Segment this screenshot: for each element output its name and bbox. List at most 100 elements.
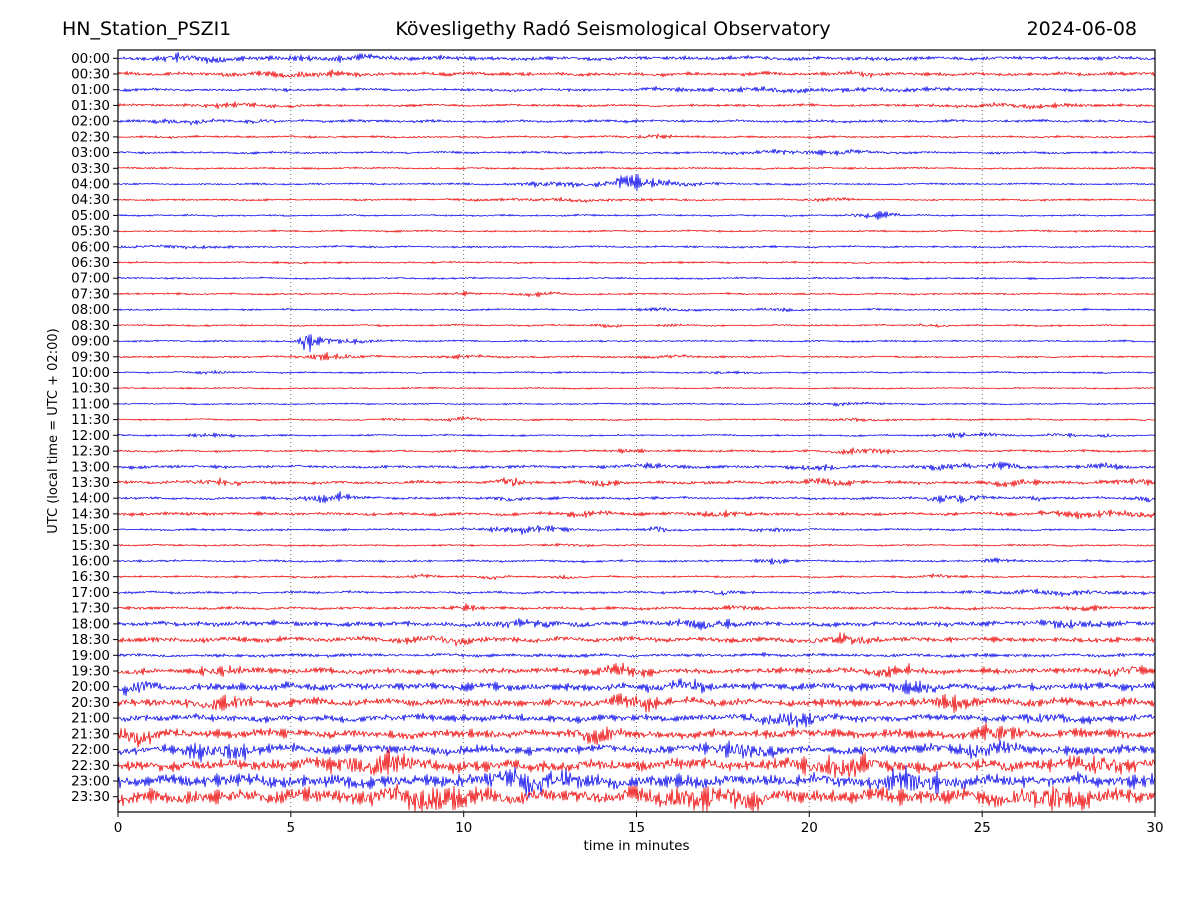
- date-label: 2024-06-08: [1026, 18, 1137, 40]
- y-tick-label-12:00: 12:00: [71, 428, 110, 444]
- trace-07:30: [117, 290, 1156, 298]
- trace-09:30: [117, 351, 1156, 361]
- trace-00:30: [117, 69, 1156, 79]
- y-tick-label-02:00: 02:00: [71, 114, 110, 130]
- y-tick-label-08:00: 08:00: [71, 302, 110, 318]
- trace-02:30: [117, 133, 1156, 139]
- y-tick-label-13:30: 13:30: [71, 475, 110, 491]
- y-tick-label-12:30: 12:30: [71, 444, 110, 460]
- y-tick-label-14:30: 14:30: [71, 506, 110, 522]
- y-tick-label-01:30: 01:30: [71, 98, 110, 114]
- x-tick-label-20: 20: [801, 820, 818, 836]
- trace-12:30: [117, 447, 1156, 456]
- trace-11:00: [117, 401, 1156, 407]
- y-tick-label-23:30: 23:30: [71, 789, 110, 805]
- trace-14:30: [117, 509, 1156, 520]
- y-tick-label-16:00: 16:00: [71, 554, 110, 570]
- x-tick-label-30: 30: [1146, 820, 1163, 836]
- y-tick-label-14:00: 14:00: [71, 491, 110, 507]
- trace-01:00: [117, 85, 1156, 94]
- y-tick-label-23:00: 23:00: [71, 774, 110, 790]
- trace-15:00: [117, 525, 1156, 535]
- trace-22:00: [117, 739, 1156, 763]
- y-tick-label-21:30: 21:30: [71, 726, 110, 742]
- trace-03:30: [117, 166, 1156, 171]
- trace-23:00: [117, 765, 1156, 799]
- trace-06:00: [117, 244, 1156, 250]
- trace-21:00: [117, 712, 1156, 728]
- x-tick-label-10: 10: [455, 820, 472, 836]
- y-tick-label-15:30: 15:30: [71, 538, 110, 554]
- trace-04:30: [117, 196, 1156, 203]
- x-tick-label-0: 0: [114, 820, 123, 836]
- observatory-title: Kövesligethy Radó Seismological Observat…: [395, 18, 831, 40]
- trace-15:30: [117, 543, 1156, 548]
- trace-08:00: [118, 307, 1156, 313]
- trace-22:30: [117, 747, 1156, 779]
- y-tick-label-19:30: 19:30: [71, 664, 110, 680]
- trace-16:30: [117, 573, 1156, 581]
- trace-14:00: [117, 491, 1156, 504]
- trace-09:00: [117, 334, 1156, 353]
- y-tick-label-06:00: 06:00: [71, 239, 110, 255]
- station-title: HN_Station_PSZI1: [62, 18, 232, 40]
- y-tick-label-08:30: 08:30: [71, 318, 110, 334]
- trace-08:30: [117, 323, 1156, 328]
- y-axis-label: UTC (local time = UTC + 02:00): [46, 328, 61, 533]
- y-tick-label-10:30: 10:30: [71, 381, 110, 397]
- trace-02:00: [117, 118, 1155, 126]
- trace-07:00: [117, 276, 1156, 281]
- trace-13:30: [117, 477, 1156, 488]
- trace-20:30: [117, 693, 1156, 714]
- y-tick-label-03:00: 03:00: [71, 145, 110, 161]
- y-tick-label-20:30: 20:30: [71, 695, 110, 711]
- y-tick-label-03:30: 03:30: [71, 161, 110, 177]
- y-tick-label-11:00: 11:00: [71, 396, 110, 412]
- y-tick-label-11:30: 11:30: [71, 412, 110, 428]
- y-tick-label-18:30: 18:30: [71, 632, 110, 648]
- trace-04:00: [117, 174, 1156, 191]
- y-tick-label-00:30: 00:30: [71, 67, 110, 83]
- trace-19:00: [117, 652, 1156, 659]
- x-tick-label-25: 25: [974, 820, 991, 836]
- y-tick-label-21:00: 21:00: [71, 711, 110, 727]
- trace-11:30: [117, 415, 1156, 422]
- y-tick-label-04:00: 04:00: [71, 177, 110, 193]
- y-tick-label-05:30: 05:30: [71, 224, 110, 240]
- trace-13:00: [117, 461, 1156, 472]
- y-tick-label-09:30: 09:30: [71, 349, 110, 365]
- trace-05:30: [117, 229, 1156, 233]
- y-tick-label-06:30: 06:30: [71, 255, 110, 271]
- trace-01:30: [117, 101, 1155, 110]
- trace-17:00: [117, 588, 1156, 598]
- y-tick-label-13:00: 13:00: [71, 459, 110, 475]
- y-tick-label-07:30: 07:30: [71, 286, 110, 302]
- y-tick-label-20:00: 20:00: [71, 679, 110, 695]
- x-tick-label-5: 5: [287, 820, 296, 836]
- y-tick-label-02:30: 02:30: [71, 129, 110, 145]
- trace-10:00: [117, 370, 1156, 375]
- y-tick-label-17:30: 17:30: [71, 601, 110, 617]
- y-tick-label-10:00: 10:00: [71, 365, 110, 381]
- y-tick-label-18:00: 18:00: [71, 616, 110, 632]
- y-tick-label-17:00: 17:00: [71, 585, 110, 601]
- trace-16:00: [117, 557, 1156, 565]
- trace-18:30: [117, 632, 1156, 647]
- trace-19:30: [117, 662, 1156, 678]
- trace-17:30: [117, 603, 1156, 612]
- x-tick-label-15: 15: [628, 820, 645, 836]
- y-tick-label-07:00: 07:00: [71, 271, 110, 287]
- y-tick-label-05:00: 05:00: [71, 208, 110, 224]
- y-tick-label-09:00: 09:00: [71, 334, 110, 350]
- trace-23:30: [117, 783, 1156, 812]
- y-tick-label-19:00: 19:00: [71, 648, 110, 664]
- trace-20:00: [117, 678, 1156, 697]
- trace-21:30: [117, 722, 1156, 748]
- y-tick-label-16:30: 16:30: [71, 569, 110, 585]
- y-tick-label-15:00: 15:00: [71, 522, 110, 538]
- y-tick-label-22:00: 22:00: [71, 742, 110, 758]
- x-axis-label: time in minutes: [583, 838, 689, 854]
- y-tick-label-00:00: 00:00: [71, 51, 110, 67]
